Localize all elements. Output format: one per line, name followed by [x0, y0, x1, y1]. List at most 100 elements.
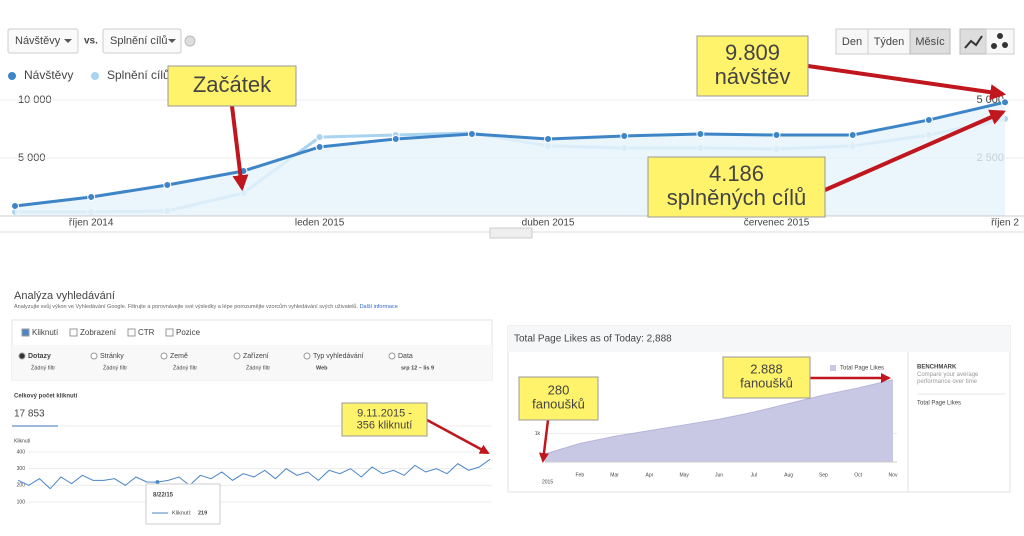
point: [848, 131, 857, 140]
benchmark-text: Compare your average performance over ti…: [917, 372, 979, 386]
filter-value: Žádný filtr: [31, 363, 55, 371]
x-tick-label: Mar: [610, 472, 619, 478]
legend-label: Total Page Likes: [840, 366, 884, 372]
period-label: Týden: [874, 36, 905, 48]
total-label: Celkový počet kliknutí: [14, 394, 78, 400]
arrow: [426, 418, 490, 455]
metric-checkbox[interactable]: [21, 328, 30, 337]
benchmark-item: Total Page Likes: [917, 401, 961, 407]
metric-label: Návštěvy: [15, 35, 61, 47]
filter-value: Žádný filtr: [103, 363, 127, 371]
dropdown-arrow: [168, 39, 176, 43]
callout-line: fanoušků: [740, 376, 793, 391]
x-tick-label: Jun: [715, 472, 723, 478]
callout-line: 356 kliknutí: [357, 419, 413, 431]
bubble-icon: [991, 43, 997, 49]
callout-text: 9.11.2015 -356 kliknutí: [357, 407, 413, 431]
y-tick-label: 1k: [535, 431, 541, 437]
point: [924, 115, 933, 124]
filter-name: Typ vyhledávání: [313, 353, 364, 360]
point: [772, 131, 781, 140]
callout-line: 9.809: [725, 40, 780, 65]
filter-value: Žádný filtr: [246, 363, 270, 371]
callout-text: 9.809 návštěv: [715, 40, 791, 89]
callout-line: Začátek: [193, 72, 272, 97]
metric-label: Zobrazení: [80, 328, 117, 337]
x-tick-label: Nov: [889, 472, 898, 478]
legend-label: Návštěvy: [24, 68, 73, 82]
line: [544, 379, 894, 455]
filter-radio[interactable]: [303, 352, 311, 360]
x-tick-label: Apr: [646, 472, 654, 478]
metric-label: Pozice: [176, 328, 201, 337]
tooltip-label: Kliknutí:: [172, 510, 192, 516]
area: [545, 379, 893, 462]
callout: [518, 376, 599, 421]
legend-dot: [91, 72, 99, 80]
more-link[interactable]: Další informace: [359, 304, 398, 310]
metric-label: Kliknutí: [32, 328, 59, 337]
filter-radio[interactable]: [233, 352, 241, 360]
callout: [167, 65, 297, 107]
y-axis-label: Kliknutí: [14, 438, 31, 444]
motion-chart-button[interactable]: [985, 28, 1015, 55]
compare-label: Splnění cílů: [110, 35, 167, 47]
filter-radio[interactable]: [90, 352, 98, 360]
period-button[interactable]: [867, 28, 911, 55]
callout: [722, 356, 811, 399]
metric-dropdown[interactable]: [7, 28, 79, 54]
drag-handle[interactable]: [489, 227, 533, 239]
point: [315, 142, 324, 151]
metric-checkbox[interactable]: [69, 328, 78, 337]
x-tick-label: Jul: [751, 472, 757, 478]
point: [163, 181, 172, 190]
filter-row: [12, 345, 492, 380]
point: [315, 133, 324, 142]
x-tick-label: leden 2015: [295, 218, 345, 229]
point: [11, 202, 19, 211]
line-icon: [964, 35, 983, 49]
bubble-icon: [1002, 42, 1008, 48]
point: [696, 129, 705, 138]
period-button-selected[interactable]: [909, 28, 951, 55]
period-button[interactable]: [835, 28, 869, 55]
x-tick-label: Oct: [854, 472, 862, 478]
callout: [647, 156, 826, 218]
fb-header: [508, 326, 1010, 352]
arrow: [230, 105, 249, 192]
tooltip: [145, 483, 221, 525]
description: Analyzujte svůj výkon ve Vyhledávání Goo…: [14, 304, 359, 310]
arrow: [824, 109, 1006, 192]
metric-checkbox[interactable]: [127, 328, 136, 337]
x-tick-label: May: [679, 472, 689, 478]
callout-line: fanoušků: [532, 397, 585, 412]
callout: [696, 35, 809, 97]
period-label: Den: [842, 36, 862, 48]
y-tick-label: 300: [17, 466, 26, 472]
line: [14, 100, 1006, 208]
compare-dropdown[interactable]: [102, 28, 182, 54]
x-tick-label: říjen 2: [991, 218, 1019, 229]
metric-checkbox[interactable]: [165, 328, 174, 337]
benchmark-title: BENCHMARK: [917, 365, 957, 371]
callout-line: návštěv: [715, 64, 791, 89]
fb-title: Total Page Likes as of Today: 2,888: [514, 334, 672, 345]
arrow: [807, 64, 1007, 101]
legend-dot: [8, 72, 16, 80]
filter-radio[interactable]: [160, 352, 168, 360]
dropdown-arrow: [64, 39, 72, 43]
callout-text: 4.186 splněných cílů: [667, 161, 806, 210]
bubble-icon: [997, 33, 1003, 39]
remove-compare[interactable]: [184, 35, 196, 47]
arrow: [539, 419, 550, 463]
filter-radio[interactable]: [388, 352, 396, 360]
callout-text: 280 fanoušků: [532, 383, 585, 412]
callout-text: 2.888 fanoušků: [740, 362, 793, 391]
callout-line: 4.186: [709, 161, 764, 186]
filter-radio[interactable]: [18, 352, 26, 360]
filter-name: Stránky: [100, 353, 124, 360]
tooltip-point: [155, 480, 160, 485]
x-tick-label: červenec 2015: [744, 218, 810, 229]
